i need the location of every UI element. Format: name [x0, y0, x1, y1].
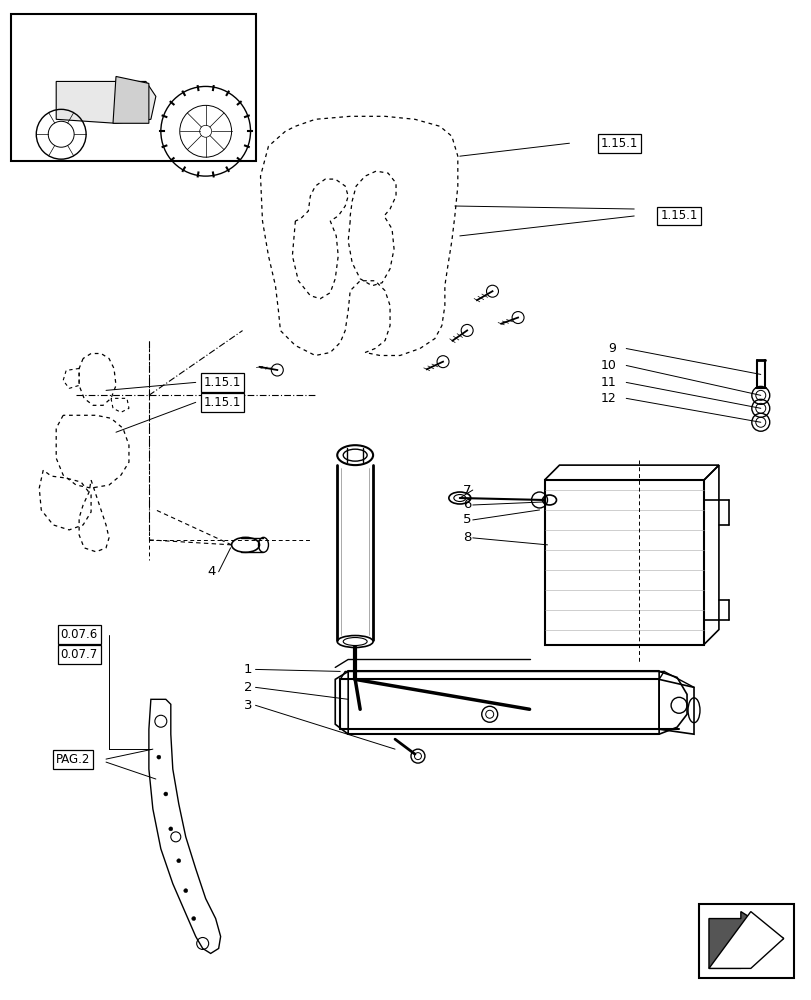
- Text: 5: 5: [463, 513, 471, 526]
- Bar: [11, 14, 255, 161]
- Text: 2: 2: [244, 681, 252, 694]
- Text: 10: 10: [599, 359, 616, 372]
- Text: 4: 4: [207, 565, 216, 578]
- Bar: [698, 904, 792, 978]
- Text: 1.15.1: 1.15.1: [204, 376, 241, 389]
- Circle shape: [157, 755, 161, 759]
- Text: 0.07.7: 0.07.7: [61, 648, 97, 661]
- Text: 11: 11: [600, 376, 616, 389]
- Circle shape: [164, 792, 168, 796]
- Text: 7: 7: [463, 484, 471, 497]
- Text: 1.15.1: 1.15.1: [600, 137, 637, 150]
- Text: 1.15.1: 1.15.1: [659, 209, 697, 222]
- Polygon shape: [708, 912, 783, 968]
- Text: PAG.2: PAG.2: [56, 753, 90, 766]
- Circle shape: [177, 859, 181, 863]
- Text: 1: 1: [244, 663, 252, 676]
- Polygon shape: [113, 76, 148, 123]
- Text: 8: 8: [463, 531, 471, 544]
- Circle shape: [191, 917, 195, 921]
- Text: 6: 6: [463, 498, 471, 511]
- Text: 1.15.1: 1.15.1: [204, 396, 241, 409]
- Polygon shape: [56, 81, 156, 123]
- Circle shape: [169, 827, 173, 831]
- Text: 9: 9: [607, 342, 616, 355]
- Text: 0.07.6: 0.07.6: [61, 628, 97, 641]
- Text: 12: 12: [600, 392, 616, 405]
- Circle shape: [183, 889, 187, 893]
- Bar: [544, 480, 703, 645]
- Text: 3: 3: [244, 699, 252, 712]
- Polygon shape: [708, 912, 783, 968]
